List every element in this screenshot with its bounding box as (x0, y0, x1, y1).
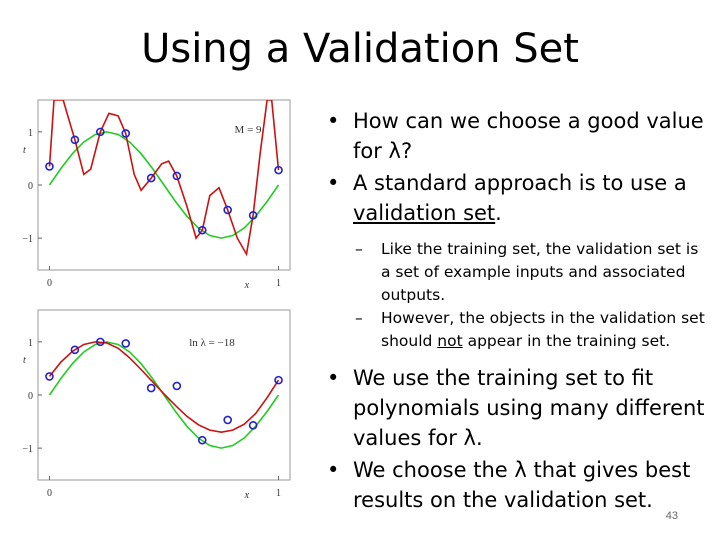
data-point (146, 173, 156, 183)
bullet-text: Like the training set, the validation se… (381, 240, 699, 304)
data-point (70, 345, 80, 355)
bullet-marker: • (327, 109, 340, 133)
true-function-curve (48, 131, 280, 239)
page-number: 43 (665, 510, 678, 522)
data-point (96, 127, 105, 137)
y-tick-label: −1 (22, 444, 33, 455)
data-point (274, 375, 283, 385)
bullet-text: A standard approach is to use a (353, 171, 687, 195)
bullet-item: • We use the training set to fit polynomi… (325, 363, 710, 453)
bullet-item: • A standard approach is to use a validat… (325, 168, 710, 228)
bullet-text: However, the objects in the validation s… (381, 309, 705, 350)
y-axis-label: t (23, 145, 26, 156)
x-tick-label: 1 (276, 488, 281, 499)
y-tick-label: 1 (28, 338, 33, 349)
data-point (248, 420, 258, 430)
model-annotation: M = 9 (235, 124, 262, 136)
dash-marker: – (355, 309, 363, 327)
data-point (121, 129, 131, 138)
x-axis-label: x (244, 490, 250, 501)
data-point (172, 171, 182, 181)
data-point (274, 165, 283, 175)
sub-bullet-item: – Like the training set, the validation s… (325, 238, 710, 307)
bullet-text: validation set (353, 201, 496, 225)
sub-bullet-item: – However, the objects in the validation … (325, 307, 710, 353)
x-tick-label: 1 (276, 278, 281, 289)
data-point (223, 205, 232, 215)
bullet-text: We choose the λ that gives best results … (353, 458, 691, 512)
bullet-item: • We choose the λ that gives best results… (325, 455, 710, 515)
data-point (172, 381, 182, 391)
data-point (248, 210, 258, 220)
data-point (223, 415, 232, 425)
bullet-text: appear in the training set. (462, 332, 671, 350)
data-point (96, 337, 105, 347)
bullet-marker: • (327, 458, 340, 482)
y-tick-label: 1 (28, 128, 33, 139)
data-point (197, 225, 207, 235)
data-point (70, 135, 80, 145)
x-tick-label: 0 (47, 278, 52, 289)
bullet-text: not (437, 332, 463, 350)
y-axis-label: t (23, 355, 26, 366)
x-tick-label: 0 (47, 488, 52, 499)
data-point (45, 372, 54, 381)
model-annotation: ln λ = −18 (189, 337, 235, 349)
bullet-text: How can we choose a good value for λ? (353, 109, 704, 163)
bullet-marker: • (327, 366, 340, 390)
slide-title: Using a Validation Set (141, 26, 579, 72)
y-tick-label: −1 (22, 234, 33, 245)
data-point (121, 339, 131, 348)
fitted-curve (48, 341, 280, 434)
y-tick-label: 0 (28, 391, 33, 402)
bullet-text: . (495, 201, 502, 225)
data-point (45, 162, 54, 171)
bullet-marker: • (327, 171, 340, 195)
bullet-item: • How can we choose a good value for λ? (325, 106, 710, 166)
plot-regularized-fit: 1 0 −1 0 1 x t ln λ = −18 (22, 309, 291, 501)
bullet-text: We use the training set to fit polynomia… (353, 366, 705, 450)
fitted-curve (48, 100, 280, 257)
data-point (197, 435, 207, 445)
data-point (146, 383, 156, 393)
dash-marker: – (355, 240, 363, 258)
plot-high-order-fit: 1 0 −1 0 1 x t M = 9 (22, 99, 291, 291)
bullet-list: • How can we choose a good value for λ? • A… (325, 106, 710, 517)
x-axis-label: x (244, 280, 250, 291)
y-tick-label: 0 (28, 181, 33, 192)
